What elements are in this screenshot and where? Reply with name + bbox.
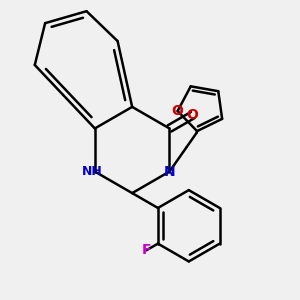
Text: N: N xyxy=(164,164,175,178)
Text: NH: NH xyxy=(82,165,102,178)
Text: O: O xyxy=(187,108,199,122)
Text: F: F xyxy=(142,243,151,257)
Text: O: O xyxy=(172,104,184,118)
